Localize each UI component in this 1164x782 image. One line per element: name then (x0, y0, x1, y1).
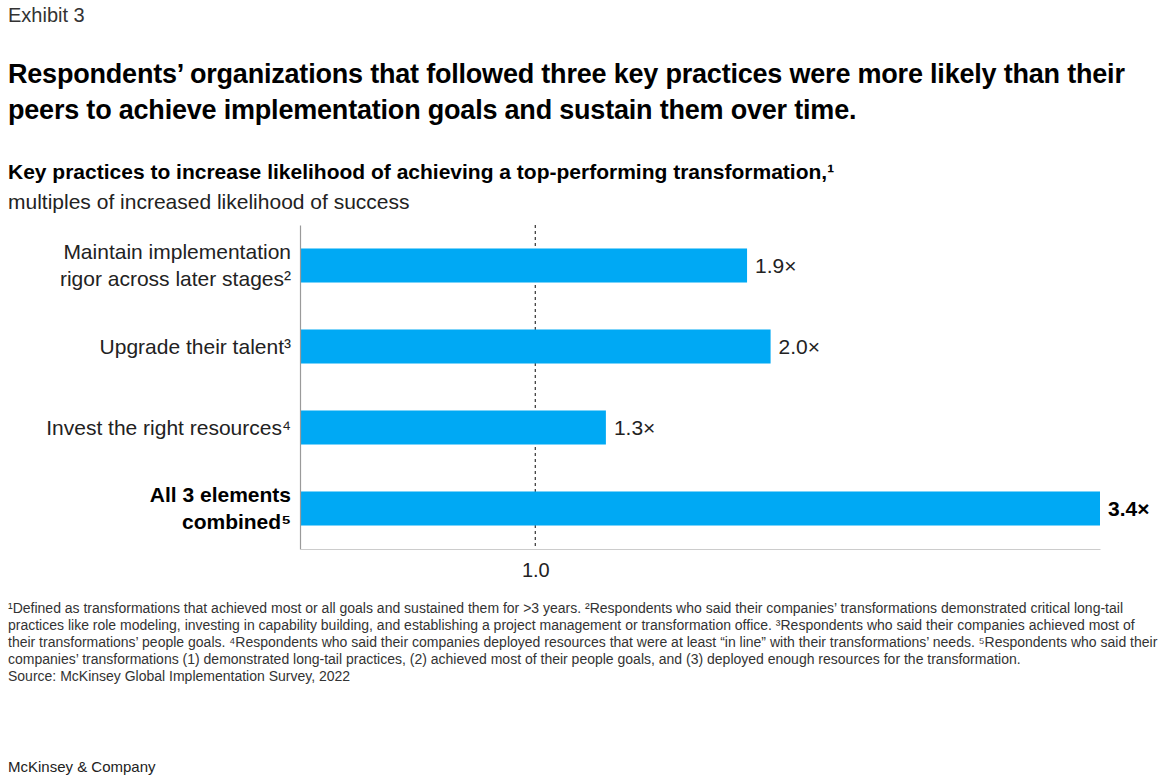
axis-line (301, 549, 1101, 550)
bar (300, 248, 747, 282)
publisher: McKinsey & Company (8, 758, 156, 775)
exhibit-label: Exhibit 3 (8, 4, 85, 27)
tick-label: 1.0 (522, 559, 550, 581)
chart: 1.9× 2.0× 1.3× 3.4× Maintain implementationr… (0, 225, 1164, 585)
data-label: 2.0× (779, 335, 820, 358)
tick-label: All 3 elementscombined⁵ (150, 483, 291, 533)
footnote: ⁴Respondents who said their companies de… (229, 634, 975, 650)
bar (300, 491, 1100, 525)
data-label: 1.9× (755, 254, 796, 277)
tick: All 3 elementscombined⁵ (150, 483, 291, 533)
data-labels: 1.9× 2.0× 1.3× 3.4× (614, 254, 1150, 520)
footnote: ¹Defined as transformations that achieve… (8, 600, 581, 616)
bar (300, 410, 606, 444)
bar (300, 329, 771, 363)
tick: 1.0 (522, 549, 550, 581)
bars (300, 248, 1100, 525)
tick-label: Maintain implementationrigor across late… (60, 240, 291, 290)
footnotes: ¹Defined as transformations that achieve… (8, 600, 1158, 685)
title: Respondents’ organizations that followed… (8, 56, 1164, 128)
tick: Upgrade their talent³ (100, 335, 291, 358)
tick: Invest the right resources⁴ (46, 416, 291, 439)
data-label: 3.4× (1108, 497, 1149, 520)
source: Source: McKinsey Global Implementation S… (8, 668, 350, 684)
plot: 1.9× 2.0× 1.3× 3.4× Maintain implementationr… (46, 225, 1149, 581)
tick: Maintain implementationrigor across late… (60, 240, 291, 290)
y-axis: Maintain implementationrigor across late… (46, 226, 300, 550)
axis-line (300, 226, 301, 550)
subtitle: Key practices to increase likelihood of … (8, 160, 834, 184)
tick-label: Invest the right resources⁴ (46, 416, 291, 439)
axis-title: multiples of increased likelihood of suc… (8, 190, 410, 214)
data-label: 1.3× (614, 416, 655, 439)
x-axis: 1.0 (301, 549, 1101, 581)
tick-label: Upgrade their talent³ (100, 335, 291, 358)
